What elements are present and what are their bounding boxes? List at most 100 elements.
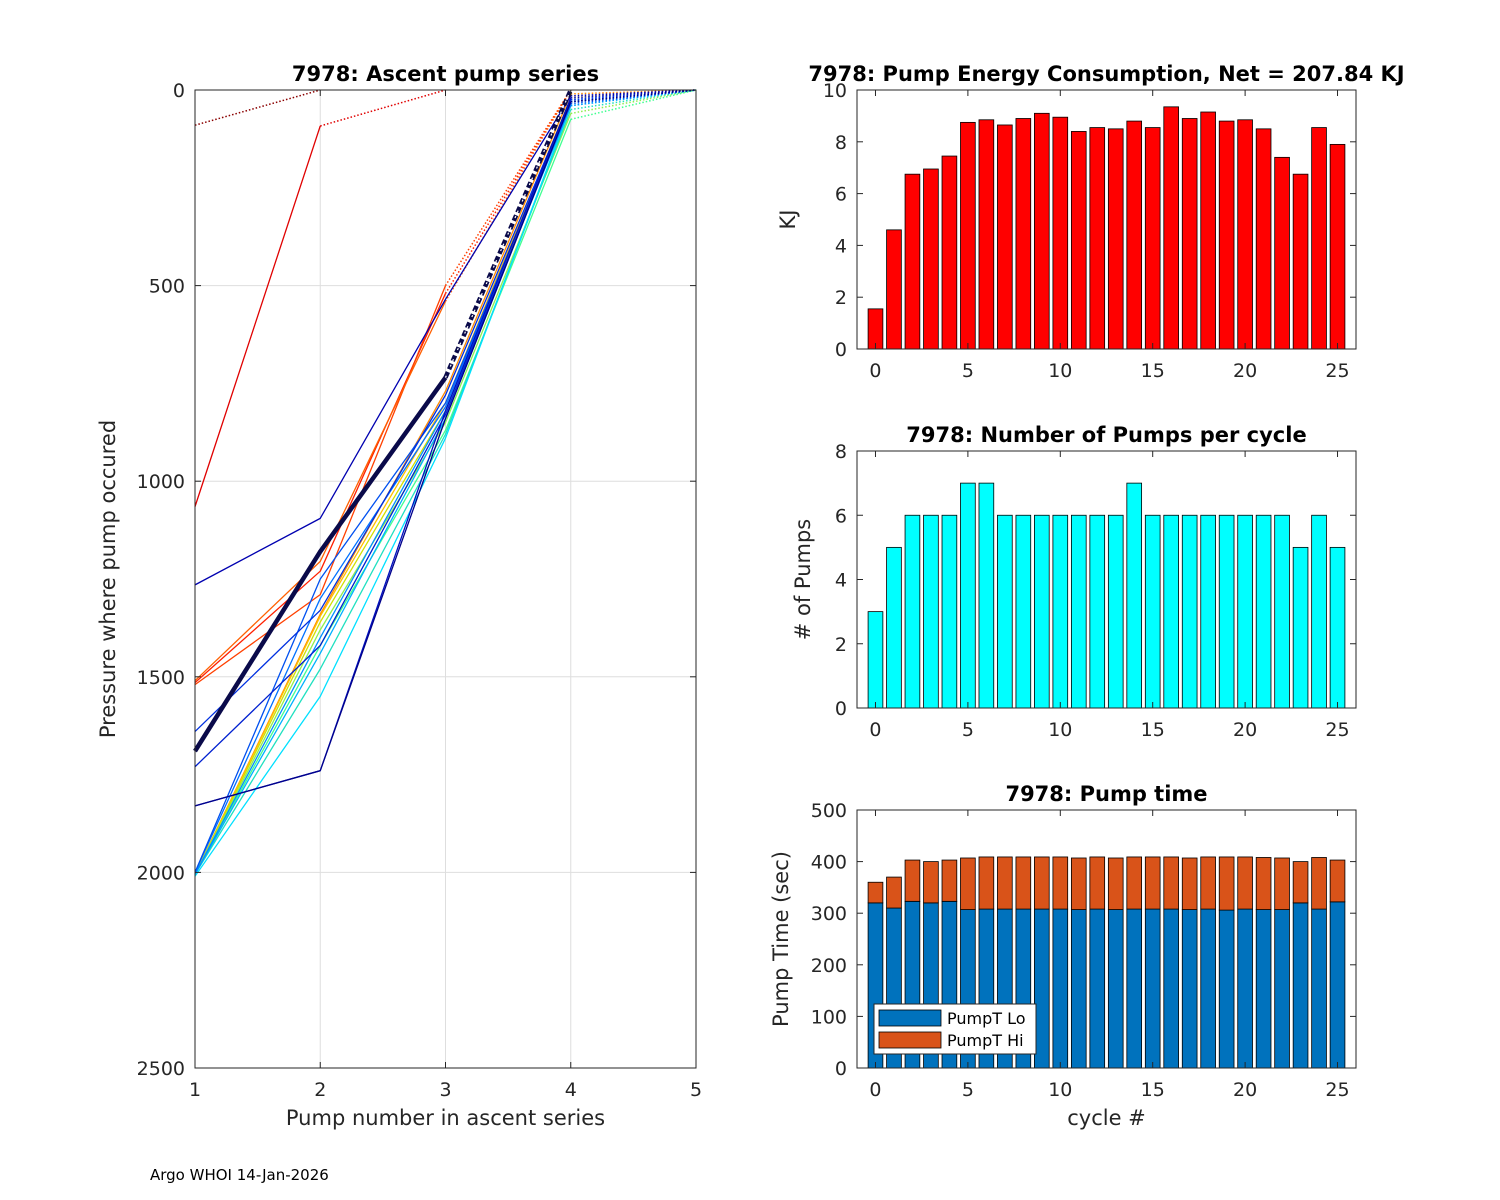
pumps-bar <box>1070 514 1087 709</box>
pumptime-ytick-label: 100 <box>811 1006 847 1028</box>
pumps-bar <box>867 611 884 709</box>
pumps-bar <box>1274 514 1290 709</box>
energy-bar <box>1200 111 1216 350</box>
energy-bar <box>1052 116 1069 350</box>
ascent-series-surface-segment <box>444 89 572 302</box>
ascent-ytick-label: 2500 <box>137 1058 185 1080</box>
pumptime-bar-pumpt-hi <box>1255 857 1272 910</box>
pumps-ytick-label: 0 <box>835 698 847 720</box>
energy-bar <box>978 119 995 350</box>
pumptime-bar-pumpt-hi <box>1274 857 1290 910</box>
pumptime-bar-pumpt-hi <box>1200 856 1216 910</box>
ascent-xtick-label: 1 <box>189 1079 201 1101</box>
pumptime-bar-pumpt-hi <box>1089 856 1106 910</box>
pumptime-xtick-label: 5 <box>962 1079 974 1101</box>
ascent-series-surface-segment <box>194 89 321 126</box>
pumptime-bar-pumpt-lo <box>1163 908 1179 1069</box>
energy-axes-box <box>856 89 1357 350</box>
ascent-ylabel: Pressure where pump occured <box>96 420 120 738</box>
pumptime-xtick-label: 15 <box>1141 1079 1165 1101</box>
energy-bar <box>1237 119 1253 350</box>
pumptime-bar-pumpt-lo <box>1089 908 1106 1069</box>
pumptime-bar-pumpt-lo <box>1274 909 1290 1069</box>
pumptime-bar-pumpt-hi <box>1052 856 1069 910</box>
pumptime-bar-pumpt-hi <box>1329 859 1346 903</box>
pumptime-bar-pumpt-hi <box>1181 857 1198 910</box>
pumptime-bar-pumpt-lo <box>1070 909 1087 1069</box>
energy-xtick-label: 25 <box>1325 360 1349 382</box>
ascent-series-line <box>194 101 572 875</box>
pumps-title: 7978: Number of Pumps per cycle <box>906 423 1306 447</box>
energy-title: 7978: Pump Energy Consumption, Net = 207… <box>808 62 1404 86</box>
energy-xtick-label: 5 <box>962 360 974 382</box>
pumptime-ytick-label: 300 <box>811 903 847 925</box>
ascent-series-surface-segment <box>320 89 446 127</box>
energy-ytick-label: 6 <box>835 184 847 206</box>
energy-xtick-label: 10 <box>1048 360 1072 382</box>
ascent-series-line <box>194 97 572 875</box>
pumps-ytick-label: 2 <box>835 634 847 656</box>
pumps-bar <box>1126 482 1143 709</box>
pumptime-bar-pumpt-hi <box>1292 861 1309 904</box>
pumps-xtick-label: 5 <box>962 719 974 741</box>
pumptime-bar-pumpt-lo <box>1052 908 1069 1069</box>
pumptime-bar-pumpt-hi <box>904 859 921 902</box>
pumps-bar <box>997 514 1013 709</box>
pumptime-bar-pumpt-hi <box>1126 856 1143 910</box>
pumptime-bar-pumpt-lo <box>1144 908 1161 1069</box>
energy-ylabel: KJ <box>776 210 800 230</box>
pumptime-bar-pumpt-lo <box>1107 909 1124 1069</box>
pumptime-bar-pumpt-lo <box>1329 901 1346 1069</box>
footer-stamp: Argo WHOI 14-Jan-2026 <box>150 1166 329 1184</box>
pumps-bar <box>1089 514 1106 709</box>
ascent-xtick-label: 3 <box>439 1079 451 1101</box>
energy-bar <box>941 155 958 350</box>
pumptime-bar-pumpt-hi <box>1107 857 1124 910</box>
pumptime-chart: 0 5 10 15 20 25 0 100 200 300 400 500 7978: Pump tim… <box>769 782 1357 1130</box>
pumps-bar <box>886 546 902 709</box>
ascent-mean-surface-highlight <box>444 89 572 378</box>
pumps-bar <box>941 514 958 709</box>
pumps-bar <box>978 482 995 709</box>
energy-bar <box>1311 127 1327 350</box>
energy-bar <box>1292 173 1309 350</box>
energy-bar <box>886 229 902 350</box>
energy-xtick-label: 20 <box>1233 360 1257 382</box>
energy-bar <box>1218 120 1235 350</box>
ascent-ytick-label: 1000 <box>137 471 185 493</box>
energy-bar <box>960 121 976 350</box>
ascent-series-line <box>194 101 572 768</box>
pumps-bar <box>1311 514 1327 709</box>
energy-bar <box>1255 128 1272 350</box>
pumptime-ytick-label: 400 <box>811 852 847 874</box>
ascent-title: 7978: Ascent pump series <box>292 62 599 86</box>
pumps-bar <box>1144 514 1161 709</box>
pumps-chart: 0 5 10 15 20 25 0 2 4 6 8 7978: Number of Pumps per… <box>791 423 1357 741</box>
pumptime-legend-label: PumpT Hi <box>947 1031 1024 1050</box>
pumptime-bar-pumpt-lo <box>1292 902 1309 1069</box>
energy-bar <box>904 173 921 350</box>
pumptime-bar-pumpt-hi <box>1163 856 1179 910</box>
pumps-ytick-label: 4 <box>835 570 847 592</box>
pumptime-xlabel: cycle # <box>1067 1106 1146 1130</box>
pumps-bar <box>904 514 921 709</box>
energy-ytick-label: 0 <box>835 339 847 361</box>
energy-bar <box>1181 118 1198 350</box>
ascent-series-line <box>194 99 572 733</box>
ascent-series-surface-segment <box>444 89 572 294</box>
pumptime-ylabel: Pump Time (sec) <box>769 851 793 1027</box>
pumptime-bar-pumpt-hi <box>960 857 976 910</box>
pumptime-bar-pumpt-lo <box>1311 908 1327 1069</box>
ascent-series-line <box>194 119 572 875</box>
energy-bar <box>1274 156 1290 350</box>
pumptime-bar-pumpt-hi <box>1015 856 1032 910</box>
energy-bar <box>1015 118 1032 350</box>
pumps-ytick-label: 8 <box>835 441 847 463</box>
pumps-bar <box>1163 514 1179 709</box>
pumps-xtick-label: 25 <box>1325 719 1349 741</box>
pumptime-bar-pumpt-hi <box>1070 857 1087 910</box>
pumptime-bar-pumpt-hi <box>941 859 958 902</box>
ascent-xtick-label: 4 <box>565 1079 577 1101</box>
ascent-series-line <box>194 105 572 877</box>
